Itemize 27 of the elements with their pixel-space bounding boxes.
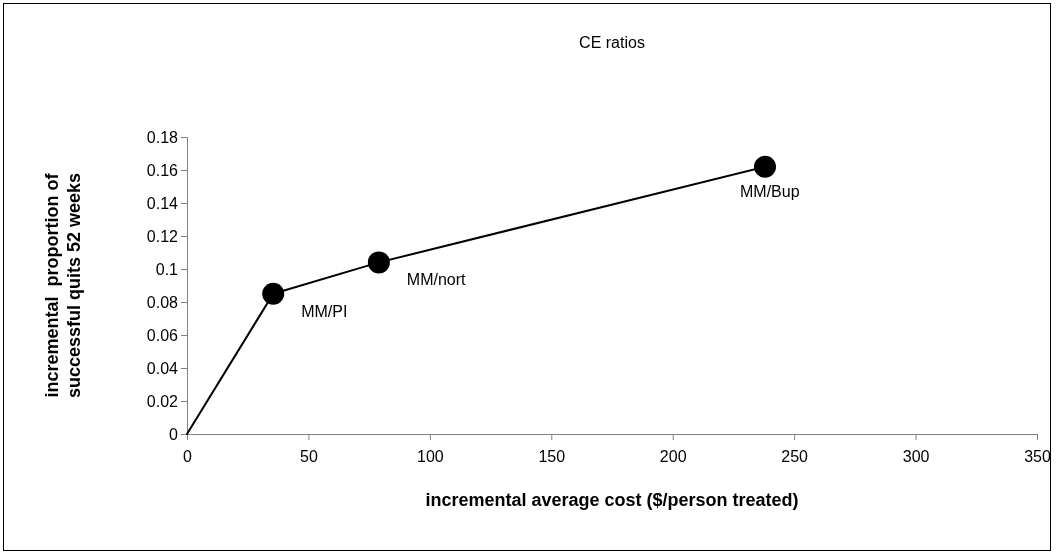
y-tick-label: 0 (169, 425, 179, 443)
annotation: MM/PI (301, 302, 348, 320)
x-tick-label: 200 (659, 448, 687, 466)
x-tick-label: 300 (902, 448, 930, 466)
x-tick-label: 100 (417, 448, 444, 466)
x-axis-title: incremental average cost ($/person treated) (425, 490, 799, 510)
y-tick-label: 0.08 (146, 293, 179, 311)
x-tick-label: 350 (1024, 448, 1051, 466)
x-tick-label: 150 (538, 448, 566, 466)
y-tick-label: 0.04 (146, 359, 179, 377)
x-tick-label: 50 (300, 448, 318, 466)
x-tick-label: 250 (781, 448, 809, 466)
x-tick-label: 0 (183, 448, 193, 466)
y-tick-label: 0.02 (146, 392, 179, 410)
annotation: MM/nort (406, 271, 467, 289)
y-tick-label: 0.12 (146, 227, 179, 245)
point (754, 155, 776, 178)
y-tick-label: 0.06 (146, 326, 179, 344)
y-tick-label: 0.18 (146, 128, 179, 146)
point (367, 251, 390, 274)
chart-title: CE ratios (579, 34, 645, 51)
y-tick-label: 0.1 (155, 260, 179, 278)
y-tick-label: 0.16 (146, 161, 179, 179)
y-axis-title: incremental proportion of successful quits 52 weeks (42, 172, 84, 399)
y-tick-label: 0.14 (146, 194, 179, 212)
point (262, 282, 285, 305)
annotation: MM/Bup (740, 182, 800, 200)
